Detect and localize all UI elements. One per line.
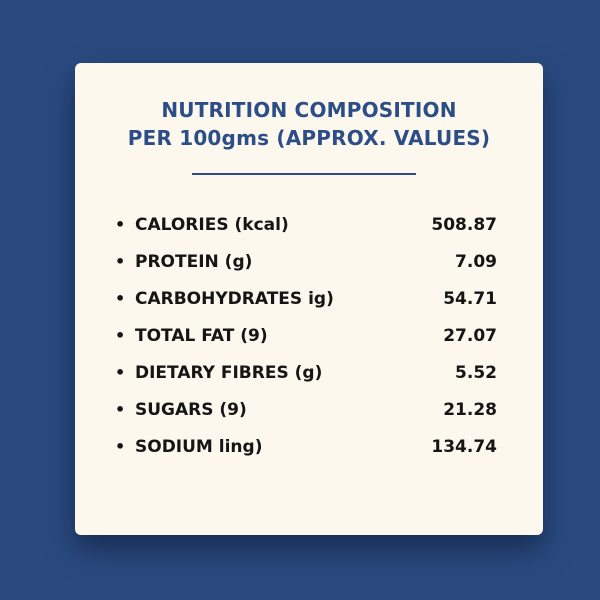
card-title-line-2: PER 100gms (APPROX. VALUES) — [127, 126, 491, 150]
nutrition-card: NUTRITION COMPOSITION PER 100gms (APPROX… — [75, 63, 543, 535]
nutrient-label: CALORIES (kcal) — [135, 214, 289, 235]
nutrient-label: PROTEIN (g) — [135, 251, 253, 272]
nutrient-label: CARBOHYDRATES ig) — [135, 288, 334, 309]
bullet-icon: • — [115, 214, 126, 234]
bullet-icon: • — [115, 399, 126, 419]
bullet-icon: • — [115, 436, 126, 456]
nutrient-value: 21.28 — [443, 399, 497, 420]
bullet-icon: • — [115, 288, 126, 308]
nutrient-value: 134.74 — [431, 436, 497, 457]
nutrient-label: SODIUM ling) — [135, 436, 263, 457]
nutrient-value: 27.07 — [443, 325, 497, 346]
nutrition-list: • CALORIES (kcal) 508.87 • PROTEIN (g) 7… — [115, 206, 497, 465]
nutrition-row-sodium: • SODIUM ling) 134.74 — [115, 428, 497, 465]
card-title: NUTRITION COMPOSITION PER 100gms (APPROX… — [75, 96, 543, 152]
bullet-icon: • — [115, 362, 126, 382]
nutrient-value: 508.87 — [431, 214, 497, 235]
nutrient-value: 54.71 — [443, 288, 497, 309]
nutrition-row-sugars: • SUGARS (9) 21.28 — [115, 391, 497, 428]
nutrient-label: SUGARS (9) — [135, 399, 247, 420]
nutrient-label: TOTAL FAT (9) — [135, 325, 268, 346]
nutrition-row-dietary-fibres: • DIETARY FIBRES (g) 5.52 — [115, 354, 497, 391]
bullet-icon: • — [115, 325, 126, 345]
card-title-line-1: NUTRITION COMPOSITION — [161, 98, 457, 122]
nutrition-row-protein: • PROTEIN (g) 7.09 — [115, 243, 497, 280]
title-divider — [192, 173, 416, 175]
nutrition-row-carbohydrates: • CARBOHYDRATES ig) 54.71 — [115, 280, 497, 317]
nutrient-value: 5.52 — [455, 362, 497, 383]
nutrient-value: 7.09 — [455, 251, 497, 272]
bullet-icon: • — [115, 251, 126, 271]
nutrition-row-total-fat: • TOTAL FAT (9) 27.07 — [115, 317, 497, 354]
nutrient-label: DIETARY FIBRES (g) — [135, 362, 323, 383]
nutrition-row-calories: • CALORIES (kcal) 508.87 — [115, 206, 497, 243]
